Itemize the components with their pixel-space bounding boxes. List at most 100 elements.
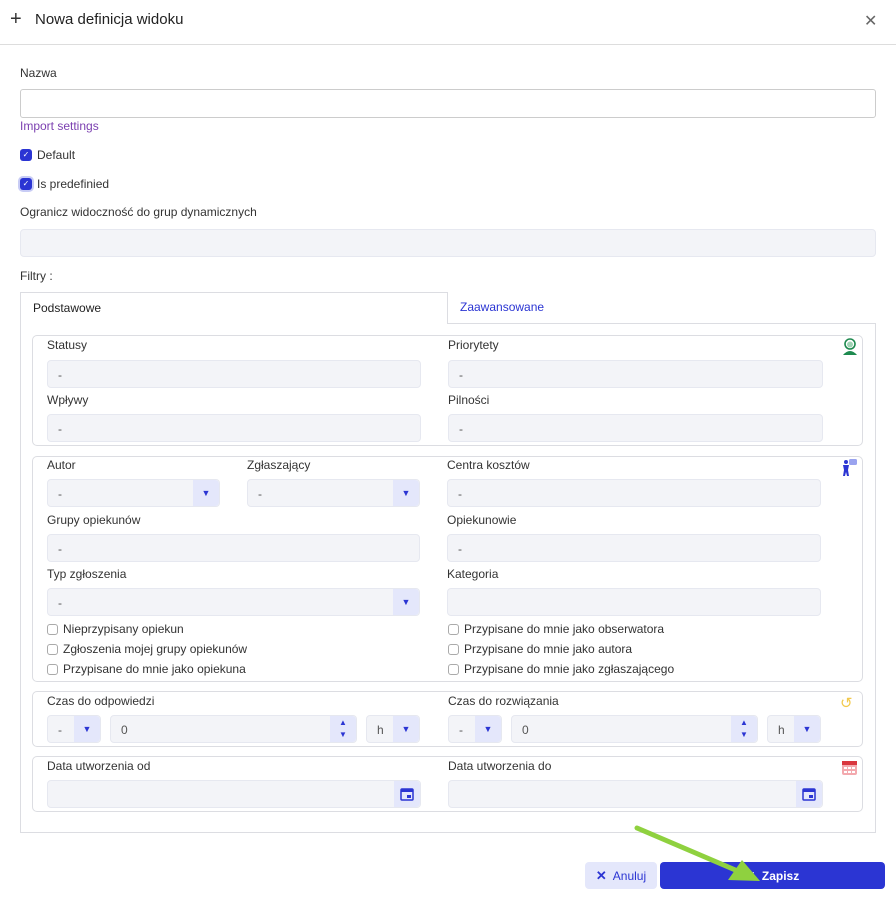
add-icon: +: [10, 8, 22, 30]
cancel-button[interactable]: ✕ Anuluj: [585, 862, 657, 889]
chevron-down-icon: ▼: [794, 716, 820, 742]
zglaszajacy-value: -: [258, 487, 262, 501]
checkbox-box: [47, 643, 58, 655]
date-from-input[interactable]: [47, 780, 421, 808]
name-input[interactable]: [20, 89, 876, 118]
pilnosci-label: Pilności: [448, 393, 490, 407]
predefined-label: Is predefinied: [37, 177, 110, 191]
filters-label: Filtry :: [20, 269, 53, 283]
save-label: Zapisz: [761, 868, 800, 883]
tab-label: Podstawowe: [33, 301, 102, 315]
time-group: [32, 691, 863, 747]
history-icon: ↺: [840, 695, 853, 712]
status-group: [32, 335, 863, 446]
checkbox-label: Zgłoszenia mojej grupy opiekunów: [63, 642, 248, 656]
odpowiedz-sign-select[interactable]: - ▼: [47, 715, 101, 743]
tab-zaawansowane[interactable]: Zaawansowane: [460, 300, 545, 314]
person-icon: [840, 458, 858, 476]
checkbox-label: Nieprzypisany opiekun: [63, 622, 184, 636]
centra-input[interactable]: -: [447, 479, 821, 507]
headset-icon: [842, 338, 858, 355]
date-to-input[interactable]: [448, 780, 823, 808]
spinner-arrows-icon[interactable]: ▲ ▼: [330, 716, 356, 742]
date-group: [32, 756, 863, 812]
dialog-title: Nowa definicja widoku: [35, 11, 184, 28]
statusy-input[interactable]: -: [47, 360, 421, 388]
name-label: Nazwa: [20, 66, 57, 80]
number-value: 0: [522, 723, 529, 737]
do-label: Data utworzenia do: [448, 759, 552, 773]
chevron-down-icon: ▼: [393, 589, 419, 615]
autor-label: Autor: [47, 458, 76, 472]
header-divider: [0, 44, 896, 45]
restrict-label: Ogranicz widoczność do grup dynamicznych: [20, 205, 257, 219]
chevron-down-icon: ▼: [475, 716, 501, 742]
checkbox-label: Przypisane do mnie jako opiekuna: [63, 662, 246, 676]
typ-select[interactable]: - ▼: [47, 588, 420, 616]
cancel-label: Anuluj: [612, 868, 647, 883]
kategoria-label: Kategoria: [447, 567, 499, 581]
checkbox-box: [448, 623, 459, 635]
date-picker-icon[interactable]: [394, 781, 420, 807]
checkbox-zglaszajacy[interactable]: Przypisane do mnie jako zgłaszającego: [448, 662, 674, 676]
save-button[interactable]: ✓Zapisz: [660, 862, 885, 889]
tab-podstawowe[interactable]: Podstawowe: [20, 292, 448, 324]
typ-value: -: [58, 596, 62, 610]
unit-value: h: [778, 723, 785, 737]
checkbox-opiekun[interactable]: Przypisane do mnie jako opiekuna: [47, 662, 246, 676]
odpowiedz-label: Czas do odpowiedzi: [47, 694, 155, 708]
checkbox-nieprzypisany[interactable]: Nieprzypisany opiekun: [47, 622, 184, 636]
statusy-label: Statusy: [47, 338, 88, 352]
tab-bar-line: [447, 323, 876, 324]
checkbox-obserwator[interactable]: Przypisane do mnie jako obserwatora: [448, 622, 664, 636]
rozwiazanie-number-input[interactable]: 0 ▲ ▼: [511, 715, 758, 743]
chevron-down-icon: ▼: [193, 480, 219, 506]
wplywy-input[interactable]: -: [47, 414, 421, 442]
checkbox-box: [47, 623, 58, 635]
priorytety-input[interactable]: -: [448, 360, 823, 388]
typ-label: Typ zgłoszenia: [47, 567, 127, 581]
checkbox-moja-grupa[interactable]: Zgłoszenia mojej grupy opiekunów: [47, 642, 247, 656]
autor-select[interactable]: - ▼: [47, 479, 220, 507]
wplywy-label: Wpływy: [47, 393, 89, 407]
rozwiazanie-label: Czas do rozwiązania: [448, 694, 559, 708]
spinner-arrows-icon[interactable]: ▲ ▼: [731, 716, 757, 742]
checkbox-box: [47, 663, 58, 675]
chevron-down-icon: ▼: [393, 716, 419, 742]
odpowiedz-unit-select[interactable]: h ▼: [366, 715, 420, 743]
sign-value: -: [459, 723, 463, 737]
close-icon: ✕: [595, 867, 607, 883]
rozwiazanie-sign-select[interactable]: - ▼: [448, 715, 502, 743]
check-icon: ✓: [20, 178, 32, 190]
import-settings-link[interactable]: Import settings: [20, 119, 99, 133]
date-picker-icon[interactable]: [796, 781, 822, 807]
chevron-down-icon: ▼: [393, 480, 419, 506]
pilnosci-input[interactable]: -: [448, 414, 823, 442]
priorytety-label: Priorytety: [448, 338, 499, 352]
predefined-checkbox[interactable]: ✓ Is predefinied: [20, 177, 109, 191]
checkbox-box: [448, 643, 459, 655]
checkbox-box: [448, 663, 459, 675]
rozwiazanie-unit-select[interactable]: h ▼: [767, 715, 821, 743]
grupy-label: Grupy opiekunów: [47, 513, 141, 527]
checkbox-autor[interactable]: Przypisane do mnie jako autora: [448, 642, 632, 656]
unit-value: h: [377, 723, 384, 737]
panel: [20, 323, 876, 833]
grupy-input[interactable]: -: [47, 534, 420, 562]
number-value: 0: [121, 723, 128, 737]
kategoria-input[interactable]: [447, 588, 821, 616]
close-icon[interactable]: ✕: [864, 13, 878, 30]
check-icon: ✓: [20, 149, 32, 161]
od-label: Data utworzenia od: [47, 759, 151, 773]
opiekunowie-input[interactable]: -: [447, 534, 821, 562]
opiekunowie-label: Opiekunowie: [447, 513, 517, 527]
sign-value: -: [58, 723, 62, 737]
odpowiedz-number-input[interactable]: 0 ▲ ▼: [110, 715, 357, 743]
restrict-groups-input[interactable]: [20, 229, 876, 257]
zglaszajacy-select[interactable]: - ▼: [247, 479, 420, 507]
calendar-icon: [842, 759, 857, 775]
default-checkbox[interactable]: ✓ Default: [20, 148, 75, 162]
autor-value: -: [58, 487, 62, 501]
people-group: [32, 456, 863, 682]
